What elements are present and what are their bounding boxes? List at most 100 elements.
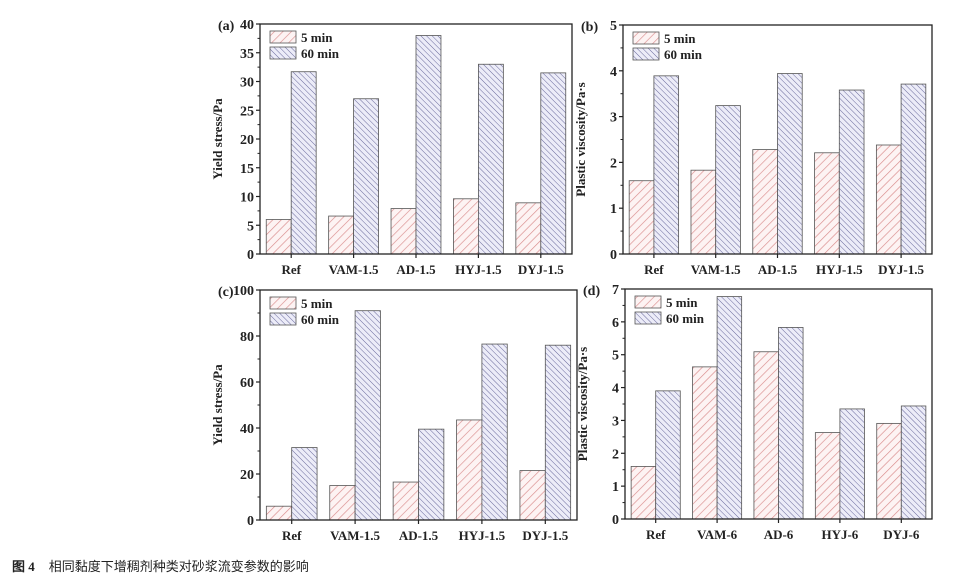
- bar-60min-AD-6: [778, 327, 804, 520]
- bar-5min-AD-6: [753, 351, 779, 520]
- y-tick-label: 40: [240, 422, 254, 437]
- y-tick-label: 80: [240, 330, 254, 345]
- bar-5min-VAM-1.5: [329, 485, 356, 521]
- bar-60min-DYJ-6: [900, 405, 927, 520]
- legend-swatch: [632, 31, 660, 45]
- x-tick-label: Ref: [282, 528, 302, 543]
- bar-60min-VAM-1.5: [354, 310, 381, 521]
- y-tick-label: 60: [240, 376, 254, 391]
- y-tick-label: 25: [240, 104, 254, 119]
- bar-60min-HYJ-1.5: [481, 343, 508, 521]
- x-tick-label: DYJ-1.5: [518, 262, 564, 277]
- bar-5min-HYJ-1.5: [814, 152, 840, 255]
- x-tick-label: DYJ-1.5: [878, 262, 924, 277]
- bar-5min-VAM-1.5: [690, 169, 717, 255]
- x-tick-label: Ref: [644, 262, 664, 277]
- y-tick-label: 0: [610, 248, 617, 263]
- y-tick-label: 6: [612, 316, 619, 331]
- bar-5min-HYJ-1.5: [456, 419, 483, 521]
- x-tick-label: VAM-1.5: [329, 262, 379, 277]
- x-tick-label: AD-6: [764, 527, 794, 542]
- legend-label: 5 min: [666, 295, 698, 310]
- legend-label: 60 min: [301, 46, 340, 61]
- y-tick-label: 0: [247, 248, 254, 263]
- bar-5min-DYJ-1.5: [519, 470, 546, 521]
- legend-swatch: [269, 312, 297, 326]
- bar-60min-VAM-6: [716, 296, 743, 520]
- panel-label: (b): [581, 20, 598, 35]
- bar-5min-DYJ-6: [876, 422, 902, 520]
- bar-5min-VAM-1.5: [328, 215, 355, 255]
- bar-5min-AD-1.5: [752, 149, 778, 255]
- y-tick-label: 5: [610, 19, 617, 34]
- y-axis-label: Yield stress/Pa: [210, 98, 225, 180]
- panel-label: (d): [583, 284, 600, 299]
- bar-60min-AD-1.5: [418, 428, 445, 521]
- legend-swatch: [634, 311, 662, 325]
- bar-60min-Ref: [290, 71, 317, 255]
- bar-60min-DYJ-1.5: [544, 344, 572, 521]
- x-tick-label: HYJ-6: [821, 527, 858, 542]
- chart-panel-3: 0 1 2 3 4 5 6 7 Ref VAM-6 AD-6 HYJ-6 DYJ-6 Plastic vi…: [575, 283, 933, 542]
- chart-panel-2: 0 20 40 60 80 100 Ref VAM-1.5 AD-1.5 HYJ-1.5 DYJ-1…: [210, 284, 578, 543]
- legend-label: 5 min: [301, 296, 333, 311]
- x-tick-label: Ref: [281, 262, 301, 277]
- chart-panel-0: 0 5 10 15 20 25 30 35 40 Ref VAM-1.5 AD-1.5 HYJ-1.5 D…: [210, 18, 573, 277]
- bar-60min-DYJ-1.5: [900, 83, 927, 255]
- x-tick-label: VAM-1.5: [330, 528, 380, 543]
- bar-5min-Ref: [630, 466, 657, 520]
- x-tick-label: VAM-1.5: [691, 262, 741, 277]
- bar-5min-Ref: [265, 505, 293, 521]
- y-tick-label: 40: [240, 18, 254, 33]
- legend-swatch: [269, 296, 297, 310]
- y-tick-label: 4: [610, 65, 617, 80]
- bar-5min-HYJ-6: [814, 432, 841, 520]
- y-tick-label: 20: [240, 468, 254, 483]
- y-tick-label: 2: [610, 156, 617, 171]
- y-tick-label: 30: [240, 76, 254, 91]
- bar-60min-Ref: [291, 447, 318, 521]
- x-tick-label: HYJ-1.5: [459, 528, 506, 543]
- bar-5min-Ref: [628, 180, 655, 255]
- legend-swatch: [269, 46, 297, 60]
- legend-swatch: [632, 47, 660, 61]
- y-axis-label: Plastic viscosity/Pa·s: [575, 347, 590, 461]
- y-tick-label: 3: [610, 111, 617, 126]
- x-tick-label: AD-1.5: [399, 528, 439, 543]
- x-tick-label: DYJ-6: [883, 527, 920, 542]
- bar-60min-DYJ-1.5: [540, 72, 567, 255]
- x-tick-label: Ref: [646, 527, 666, 542]
- y-tick-label: 10: [240, 191, 254, 206]
- legend-label: 5 min: [301, 30, 333, 45]
- bar-5min-AD-1.5: [390, 208, 417, 255]
- bar-60min-HYJ-1.5: [838, 89, 865, 255]
- y-tick-label: 20: [240, 133, 254, 148]
- bar-60min-VAM-1.5: [715, 105, 741, 255]
- bar-60min-Ref: [653, 75, 680, 255]
- y-tick-label: 1: [612, 480, 619, 495]
- panel-label: (c): [218, 285, 234, 300]
- y-axis-label: Yield stress/Pa: [210, 364, 225, 446]
- y-axis-label: Plastic viscosity/Pa·s: [573, 82, 588, 196]
- x-tick-label: HYJ-1.5: [816, 262, 863, 277]
- y-tick-label: 1: [610, 202, 617, 217]
- x-tick-label: DYJ-1.5: [522, 528, 568, 543]
- bar-60min-VAM-1.5: [353, 98, 379, 255]
- figure-label: 图 4: [12, 559, 35, 574]
- chart-panel-1: 0 1 2 3 4 5 Ref VAM-1.5 AD-1.5 HYJ-1.5 DYJ-1.5 Plas…: [573, 19, 933, 277]
- bar-60min-HYJ-6: [839, 408, 865, 520]
- legend-label: 60 min: [301, 312, 340, 327]
- caption-text: 相同黏度下增稠剂种类对砂浆流变参数的影响: [48, 560, 309, 575]
- x-tick-label: VAM-6: [697, 527, 738, 542]
- legend-label: 5 min: [664, 31, 696, 46]
- bar-5min-Ref: [265, 219, 292, 255]
- y-tick-label: 7: [612, 283, 619, 298]
- y-tick-label: 0: [247, 514, 254, 529]
- figure-caption: 图 4 相同黏度下增稠剂种类对砂浆流变参数的影响: [12, 556, 309, 575]
- bar-60min-HYJ-1.5: [477, 63, 504, 255]
- bar-5min-VAM-6: [692, 366, 718, 520]
- y-tick-label: 2: [612, 447, 619, 462]
- y-tick-label: 4: [612, 382, 619, 397]
- y-tick-label: 5: [612, 349, 619, 364]
- bar-5min-HYJ-1.5: [453, 198, 479, 255]
